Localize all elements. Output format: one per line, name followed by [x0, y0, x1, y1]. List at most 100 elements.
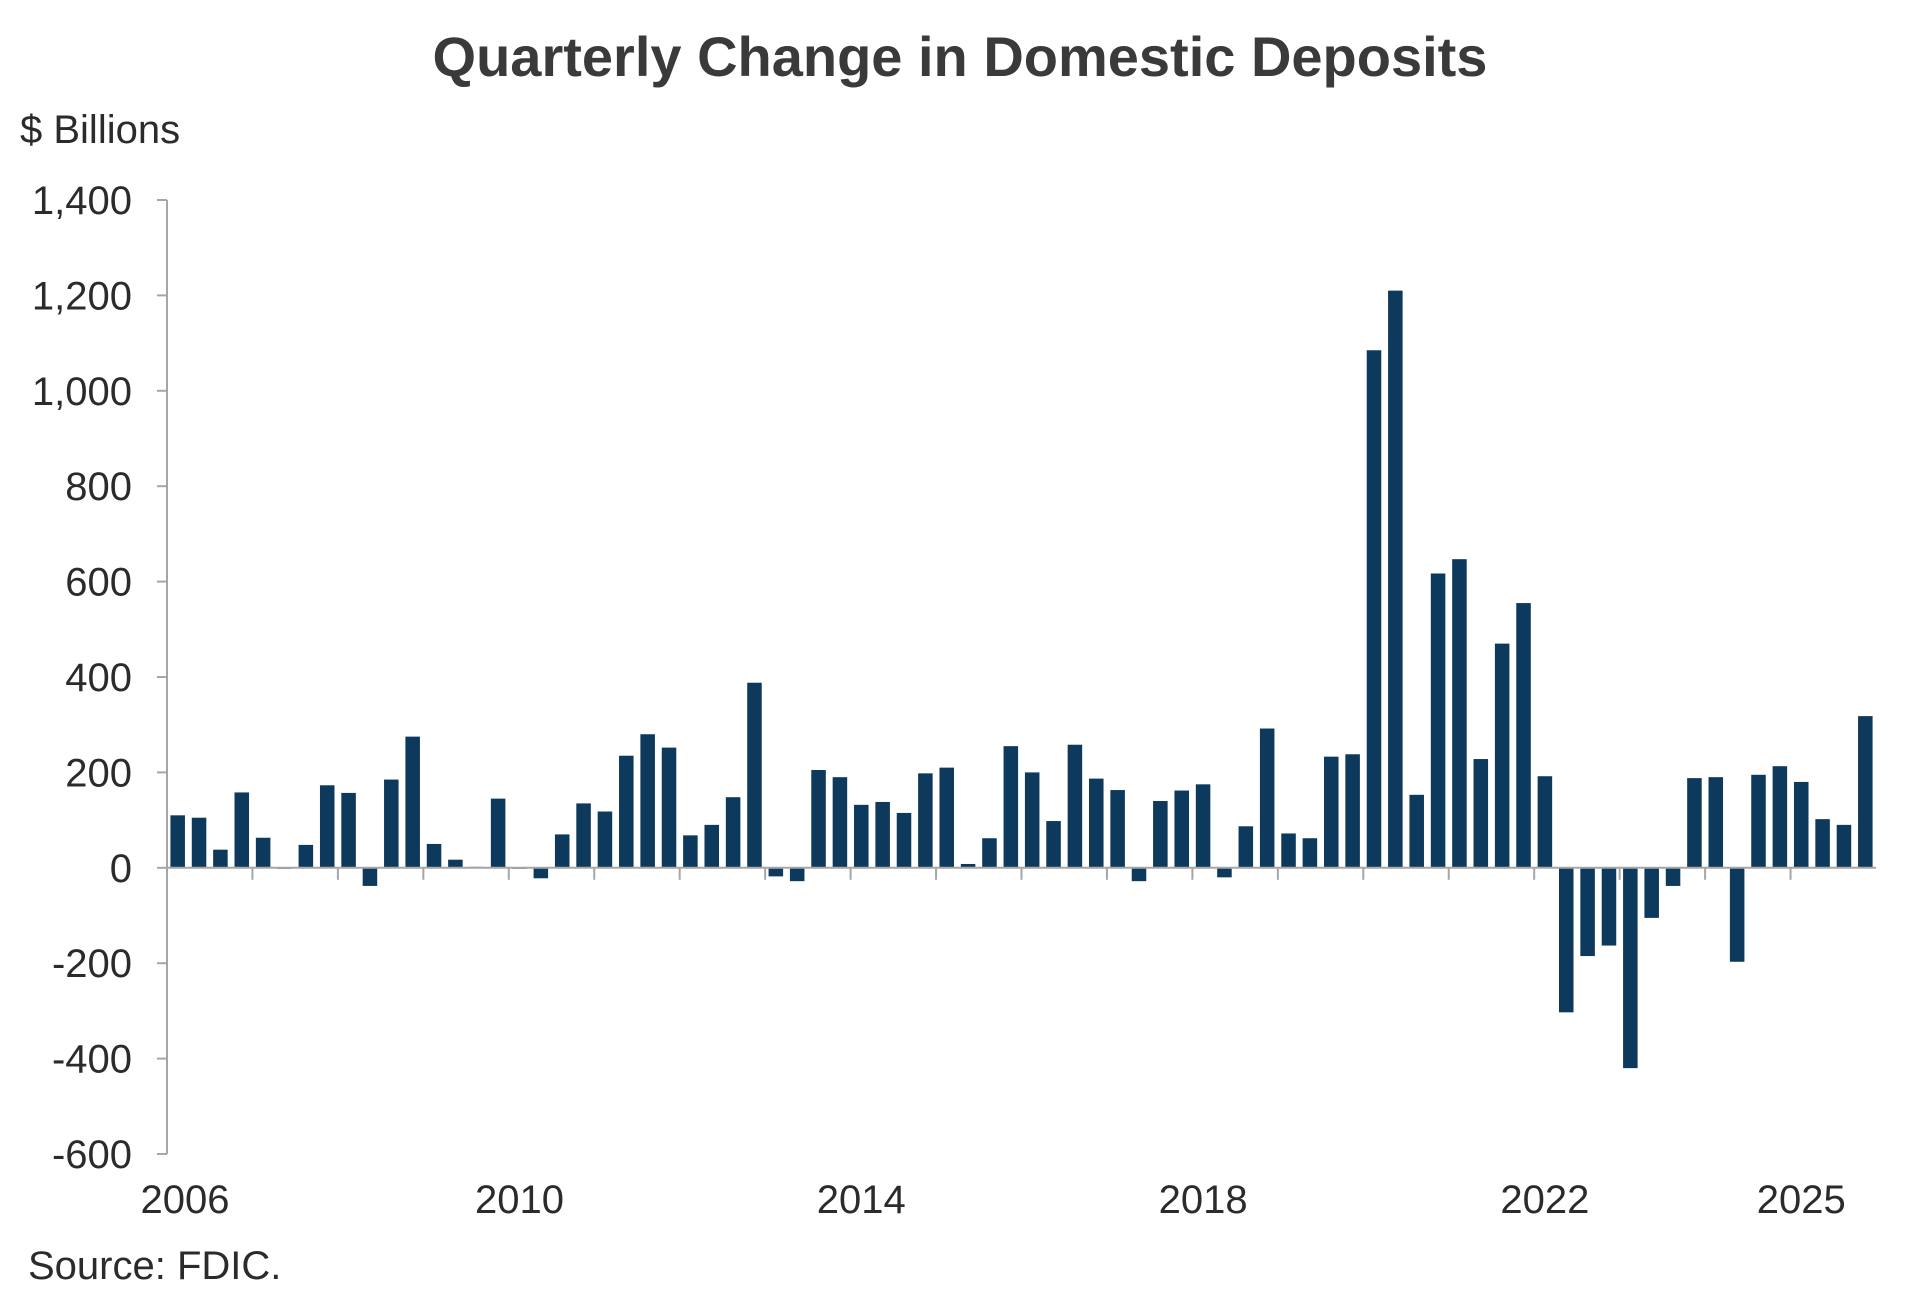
y-tick-label: 800 — [65, 465, 132, 509]
bar-18 — [554, 834, 570, 868]
bar-39 — [1003, 746, 1019, 868]
y-tick-label: 600 — [65, 561, 132, 605]
bar-76 — [1793, 781, 1809, 868]
bar-51 — [1259, 728, 1275, 868]
bar-8 — [341, 792, 356, 868]
bar-2 — [213, 849, 228, 868]
bar-56 — [1366, 350, 1382, 868]
bar-22 — [640, 734, 655, 868]
bar-60 — [1452, 559, 1467, 868]
bar-48 — [1195, 784, 1211, 868]
bar-65 — [1558, 867, 1574, 1013]
bar-57 — [1388, 290, 1403, 868]
y-tick-label: -200 — [52, 942, 132, 986]
bar-41 — [1046, 821, 1061, 868]
y-tick-labels: 1,400 1,200 1,000 800 600 400 200 0 -200 -400 -600 — [32, 179, 132, 1177]
bar-23 — [661, 747, 677, 868]
axes-group — [157, 199, 1876, 1155]
bar-47 — [1174, 790, 1189, 868]
bar-63 — [1516, 603, 1531, 868]
bar-78 — [1836, 824, 1852, 868]
bar-66 — [1580, 867, 1595, 957]
bar-31 — [832, 777, 848, 868]
bar-27 — [747, 682, 762, 868]
bar-1 — [191, 817, 207, 868]
y-axis-unit-label: $ Billions — [20, 108, 181, 152]
bar-12 — [426, 843, 442, 868]
bar-73 — [1729, 867, 1745, 962]
bar-4 — [255, 837, 271, 868]
bar-15 — [490, 798, 506, 868]
bar-7 — [319, 785, 335, 868]
bar-11 — [405, 736, 420, 868]
bar-72 — [1708, 777, 1724, 868]
bar-30 — [811, 770, 826, 868]
y-tick-label: 200 — [65, 751, 132, 795]
bar-55 — [1345, 754, 1360, 868]
bar-52 — [1281, 833, 1296, 868]
y-tick-label: -600 — [52, 1133, 132, 1177]
bar-44 — [1110, 790, 1125, 868]
bar-36 — [939, 767, 954, 868]
bar-54 — [1323, 756, 1339, 868]
bar-43 — [1089, 778, 1104, 868]
bar-45 — [1131, 867, 1147, 882]
y-tick-label: 400 — [65, 656, 132, 700]
x-tick-label: 2014 — [817, 1178, 906, 1222]
x-tick-label: 2025 — [1757, 1178, 1846, 1222]
bar-20 — [597, 811, 613, 868]
bar-17 — [533, 867, 549, 879]
bar-79 — [1858, 716, 1873, 868]
bar-38 — [982, 838, 997, 868]
bars-group — [170, 290, 1873, 1069]
y-tick-label: -400 — [52, 1038, 132, 1082]
bar-64 — [1537, 776, 1553, 868]
bar-32 — [854, 804, 869, 868]
x-tick-label: 2022 — [1500, 1178, 1589, 1222]
bar-67 — [1601, 867, 1617, 946]
bar-10 — [384, 779, 399, 868]
bar-58 — [1409, 794, 1424, 868]
bar-71 — [1687, 778, 1702, 868]
bar-6 — [298, 844, 314, 868]
bar-77 — [1815, 819, 1830, 868]
bar-21 — [619, 755, 634, 868]
x-tick-label: 2018 — [1159, 1178, 1248, 1222]
bar-74 — [1751, 774, 1766, 868]
bar-13 — [448, 859, 463, 868]
bar-62 — [1494, 643, 1510, 868]
bar-9 — [362, 867, 378, 886]
y-tick-label: 0 — [110, 847, 132, 891]
bar-42 — [1067, 744, 1083, 868]
bar-49 — [1217, 867, 1232, 878]
bar-3 — [234, 792, 250, 868]
bar-46 — [1153, 801, 1168, 868]
y-tick-label: 1,000 — [32, 370, 132, 414]
x-tick-label: 2010 — [475, 1178, 564, 1222]
bar-26 — [725, 797, 741, 868]
bar-0 — [170, 815, 185, 868]
bar-53 — [1302, 838, 1318, 868]
bar-29 — [789, 867, 805, 882]
bar-37 — [960, 863, 976, 868]
bar-35 — [918, 773, 933, 868]
bar-75 — [1772, 766, 1788, 868]
source-note: Source: FDIC. — [28, 1244, 282, 1288]
x-tick-label: 2006 — [141, 1178, 230, 1222]
bar-69 — [1644, 867, 1659, 918]
y-tick-label: 1,400 — [32, 179, 132, 223]
bar-50 — [1238, 826, 1254, 868]
bar-61 — [1473, 759, 1489, 868]
bar-59 — [1430, 573, 1446, 868]
bar-68 — [1623, 867, 1638, 1069]
bar-24 — [683, 835, 698, 868]
bar-40 — [1024, 772, 1040, 868]
bar-34 — [896, 812, 912, 868]
bar-70 — [1665, 867, 1681, 886]
chart-title: Quarterly Change in Domestic Deposits — [432, 25, 1488, 88]
y-tick-label: 1,200 — [32, 274, 132, 318]
bar-33 — [875, 801, 890, 868]
bar-28 — [768, 867, 784, 877]
bar-19 — [576, 803, 591, 868]
